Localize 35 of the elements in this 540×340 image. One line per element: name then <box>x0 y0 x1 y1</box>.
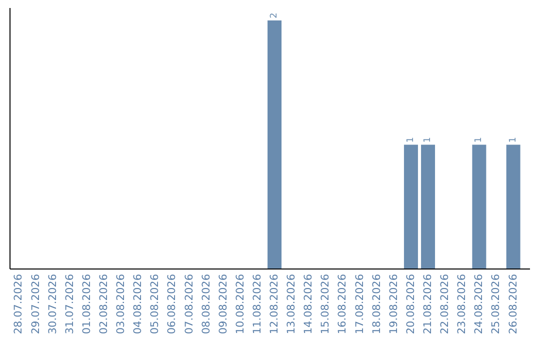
x-tick-label: 15.08.2026 <box>320 274 332 334</box>
x-tick-label: 14.08.2026 <box>302 274 315 334</box>
x-tick-label: 10.08.2026 <box>234 274 246 334</box>
x-tick-label: 01.08.2026 <box>80 274 93 334</box>
x-tick-label: 06.08.2026 <box>166 274 178 334</box>
x-tick-label: 23.08.2026 <box>456 274 468 334</box>
x-tick-label: 11.08.2026 <box>251 274 264 334</box>
x-tick-label: 04.08.2026 <box>132 274 144 334</box>
x-tick-label: 31.07.2026 <box>64 274 76 334</box>
x-tick-label: 09.08.2026 <box>217 274 230 334</box>
x-tick-label: 19.08.2026 <box>388 274 400 334</box>
data-label: 2 <box>270 12 280 18</box>
x-tick-label: 16.08.2026 <box>336 274 349 334</box>
x-tick-label: 25.08.2026 <box>490 274 502 334</box>
x-tick-label: 28.07.2026 <box>12 274 25 334</box>
x-tick-label: 12.08.2026 <box>268 274 281 334</box>
x-tick-label: 18.08.2026 <box>370 274 383 334</box>
x-tick-label: 21.08.2026 <box>422 274 434 334</box>
x-tick-label: 08.08.2026 <box>200 274 212 334</box>
x-tick-label: 20.08.2026 <box>404 274 417 334</box>
x-tick-label: 03.08.2026 <box>115 274 128 334</box>
data-label: 1 <box>406 136 416 143</box>
x-tick-label: 07.08.2026 <box>183 274 196 334</box>
x-tick-label: 05.08.2026 <box>149 274 162 334</box>
data-label: 1 <box>423 136 434 143</box>
x-tick-label: 22.08.2026 <box>439 274 452 334</box>
data-label: 1 <box>508 136 518 143</box>
data-label: 1 <box>474 136 484 143</box>
x-tick-label: 02.08.2026 <box>98 274 110 334</box>
x-tick-label: 29.07.2026 <box>30 274 42 334</box>
x-tick-label: 30.07.2026 <box>46 274 59 334</box>
x-tick-label: 13.08.2026 <box>286 274 298 334</box>
x-tick-label: 17.08.2026 <box>354 274 366 334</box>
x-tick-label: 26.08.2026 <box>507 274 520 334</box>
x-tick-label: 24.08.2026 <box>473 274 486 334</box>
